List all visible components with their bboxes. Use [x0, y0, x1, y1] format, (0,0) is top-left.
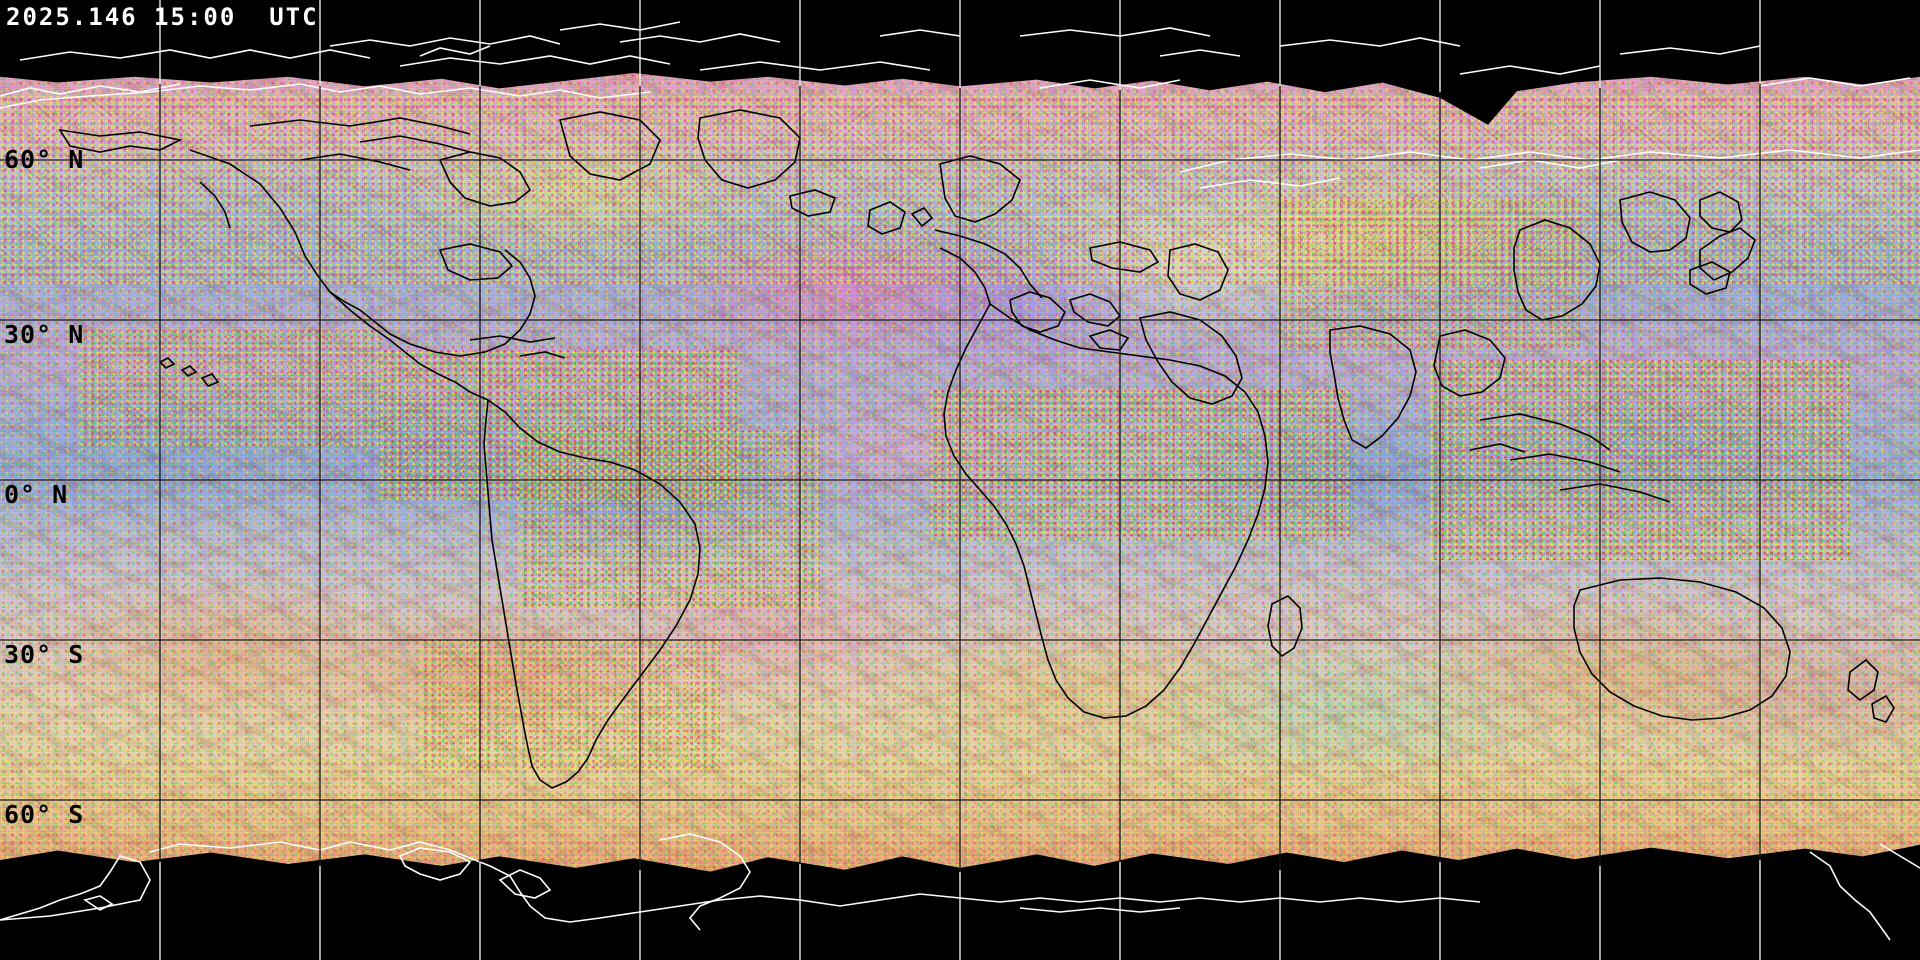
lat-label-30s: 30° S — [4, 640, 85, 669]
lat-label-60n: 60° N — [4, 145, 85, 174]
graticule-meridians-light-top — [159, 0, 1761, 92]
speckle-zone-maritime-continent — [1430, 360, 1850, 560]
speckle-zone-samerica-south — [420, 640, 720, 770]
graticule-meridians-dark — [159, 80, 1761, 880]
speckle-zone-amazon — [520, 430, 820, 610]
coastlines-antarctic — [0, 833, 1920, 941]
coastlines-arctic — [0, 21, 1920, 189]
graticule-meridians-light-bottom — [159, 860, 1761, 960]
lat-label-30n: 30° N — [4, 320, 85, 349]
lat-label-0n: 0° N — [4, 480, 69, 509]
lat-label-60s: 60° S — [4, 800, 85, 829]
timestamp-header: 2025.146 15:00 UTC — [6, 3, 319, 31]
speckle-zone-epac — [80, 330, 380, 450]
